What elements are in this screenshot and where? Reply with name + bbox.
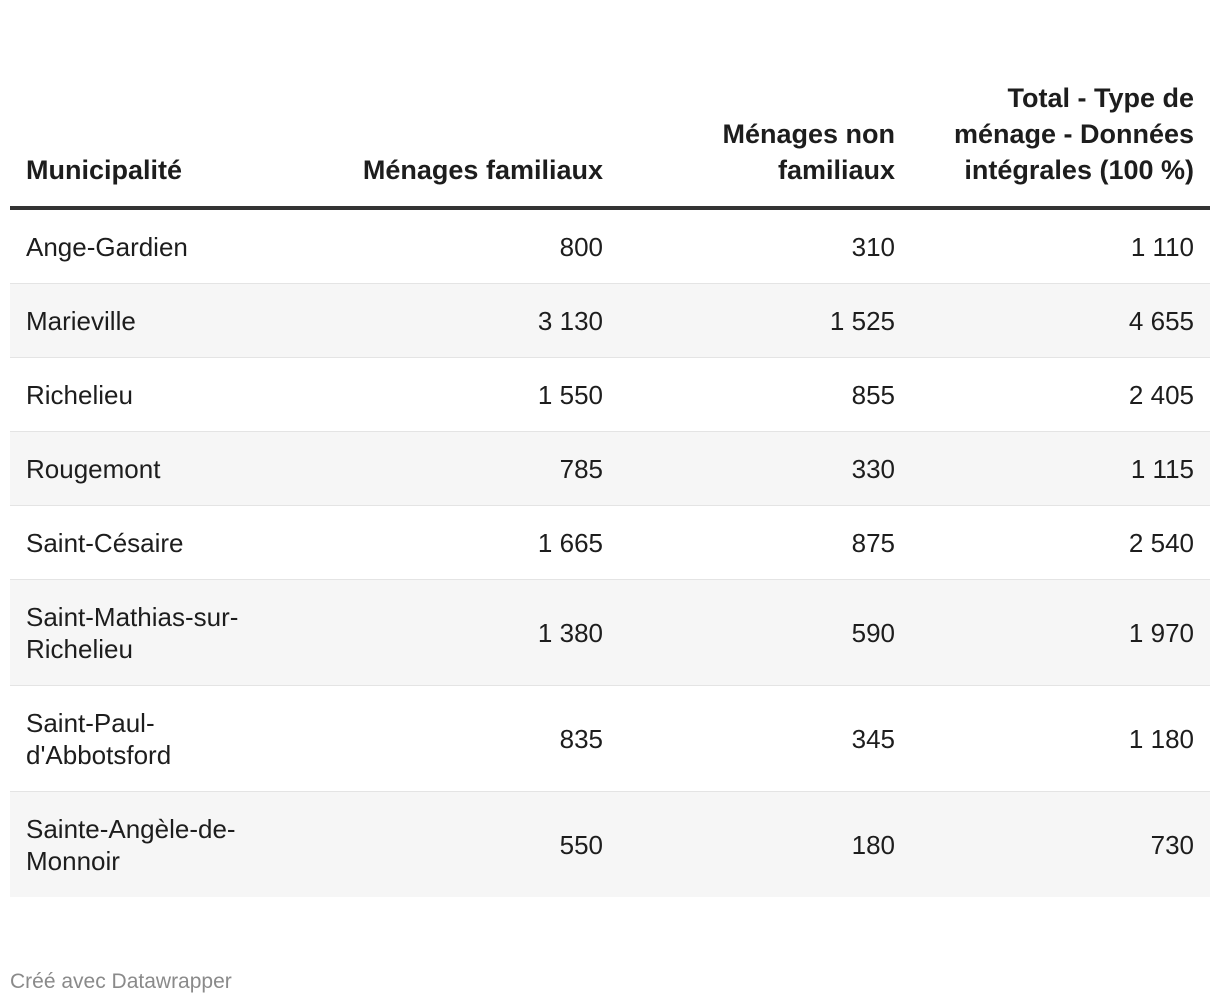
table-row: Sainte-Angèle-de-Monnoir 550 180 730 — [10, 791, 1210, 897]
cell-family-households: 1 550 — [318, 357, 619, 432]
cell-total: 730 — [1150, 829, 1194, 860]
header-row: Municipalité Ménages familiaux Ménages n… — [10, 0, 1210, 210]
cell-non-family-households: 855 — [619, 357, 911, 432]
cell-municipality: Richelieu — [10, 357, 318, 432]
cell-non-family-households: 875 — [619, 505, 911, 580]
cell-family-households: 800 — [318, 208, 619, 284]
cell-total: 2 540 — [911, 505, 1210, 580]
table-body: Ange-Gardien 800 310 1 110 Marieville 3 130 1 … — [10, 208, 1210, 897]
column-header-family-households[interactable]: Ménages familiaux — [318, 0, 619, 210]
cell-total: 2 405 — [911, 357, 1210, 432]
cell-non-family-households: 180 — [851, 829, 895, 860]
column-header-municipality[interactable]: Municipalité — [10, 0, 318, 210]
table-row: Saint-Paul-d'Abbotsford 835 345 1 180 — [10, 685, 1210, 792]
cell-non-family-households: 1 525 — [619, 283, 911, 358]
table-row: Marieville 3 130 1 525 4 655 — [10, 283, 1210, 358]
cell-family-households: 785 — [318, 431, 619, 506]
cell-total: 1 970 — [911, 579, 1210, 686]
cell-municipality: Ange-Gardien — [10, 208, 318, 284]
cell-non-family-households: 330 — [619, 431, 911, 506]
cell-family-households: 550 — [559, 829, 603, 860]
table-row: Richelieu 1 550 855 2 405 — [10, 357, 1210, 432]
cell-municipality: Saint-Mathias-sur-Richelieu — [10, 579, 318, 686]
cell-total: 4 655 — [911, 283, 1210, 358]
cell-municipality: Rougemont — [10, 431, 318, 506]
cell-municipality: Saint-Paul-d'Abbotsford — [10, 685, 318, 792]
footer-credit[interactable]: Créé avec Datawrapper — [10, 970, 232, 993]
cell-total: 1 110 — [911, 208, 1210, 284]
column-header-non-family-households[interactable]: Ménages non familiaux — [619, 0, 911, 210]
table-row: Saint-Césaire 1 665 875 2 540 — [10, 505, 1210, 580]
households-table: Municipalité Ménages familiaux Ménages n… — [10, 0, 1210, 897]
cell-family-households: 1 665 — [318, 505, 619, 580]
cell-municipality: Marieville — [10, 283, 318, 358]
cell-total: 1 180 — [911, 685, 1210, 792]
table-row: Saint-Mathias-sur-Richelieu 1 380 590 1 970 — [10, 579, 1210, 686]
cell-non-family-households: 310 — [619, 208, 911, 284]
cell-non-family-households: 345 — [619, 685, 911, 792]
column-header-total[interactable]: Total - Type de ménage - Données intégra… — [911, 0, 1210, 210]
table-header: Municipalité Ménages familiaux Ménages n… — [10, 0, 1210, 210]
table-row: Rougemont 785 330 1 115 — [10, 431, 1210, 506]
cell-family-households: 835 — [318, 685, 619, 792]
cell-municipality: Saint-Césaire — [10, 505, 318, 580]
cell-municipality: Sainte-Angèle-de-Monnoir — [26, 813, 236, 876]
table-row: Ange-Gardien 800 310 1 110 — [10, 208, 1210, 284]
cell-total: 1 115 — [911, 431, 1210, 506]
cell-non-family-households: 590 — [619, 579, 911, 686]
cell-family-households: 1 380 — [318, 579, 619, 686]
data-table-container: Municipalité Ménages familiaux Ménages n… — [10, 0, 1210, 897]
cell-family-households: 3 130 — [318, 283, 619, 358]
